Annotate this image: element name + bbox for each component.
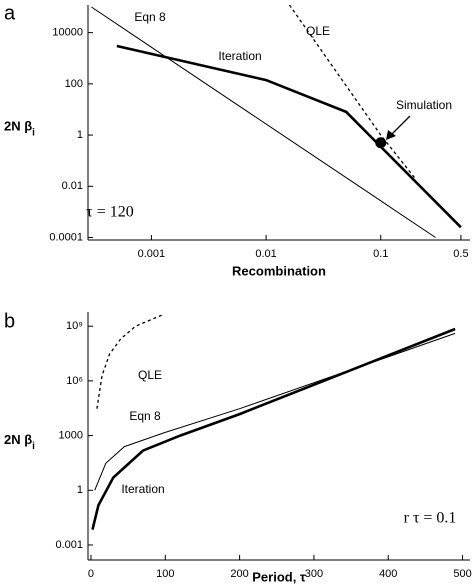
y-label-subscript: i xyxy=(32,127,35,138)
y-label-subscript: i xyxy=(32,441,35,452)
y-tick-label: 1 xyxy=(77,484,83,496)
x-tick-label: 500 xyxy=(453,568,471,580)
line xyxy=(94,332,456,491)
y-tick-label: 1000 xyxy=(59,429,83,441)
y-label-text: 2N β xyxy=(4,432,32,447)
series-label: Iteration xyxy=(121,482,164,496)
annotation: r τ = 0.1 xyxy=(404,510,457,527)
x-tick-label: 400 xyxy=(379,568,397,580)
x-tick-label: 0 xyxy=(88,568,94,580)
x-tick-label: 300 xyxy=(305,568,323,580)
x-axis-label: Recombination xyxy=(232,263,326,278)
y-tick-label: 0.01 xyxy=(62,180,83,192)
y-tick-label: 10⁶ xyxy=(66,375,83,387)
x-tick-label: 200 xyxy=(230,568,248,580)
series-label: Eqn 8 xyxy=(129,409,161,423)
y-axis-label: 2N βi xyxy=(4,119,35,138)
arrow-head xyxy=(386,130,396,140)
series-label: Simulation xyxy=(396,98,452,112)
x-tick-label: 0.001 xyxy=(138,248,166,260)
point xyxy=(375,137,387,149)
line xyxy=(116,44,462,229)
y-tick-label: 10⁹ xyxy=(66,320,83,332)
panel-letter: b xyxy=(4,310,15,332)
arrow xyxy=(389,115,411,137)
line xyxy=(91,6,436,238)
y-tick-label: 1 xyxy=(77,129,83,141)
annotation: τ = 120 xyxy=(86,204,133,221)
line xyxy=(288,5,416,180)
x-tick-label: 0.01 xyxy=(255,248,276,260)
y-tick-label: 0.0001 xyxy=(49,231,83,243)
y-tick-label: 10000 xyxy=(52,27,83,39)
x-tick-label: 0.1 xyxy=(373,248,388,260)
y-tick-label: 0.001 xyxy=(55,539,83,551)
line xyxy=(96,314,162,409)
x-tick-label: 100 xyxy=(156,568,174,580)
series-label: Iteration xyxy=(218,49,261,63)
x-tick-label: 0.5 xyxy=(453,248,468,260)
line xyxy=(91,327,456,530)
series-label: Eqn 8 xyxy=(134,10,166,24)
series-label: QLE xyxy=(306,24,330,38)
series-label: QLE xyxy=(138,368,162,382)
y-tick-label: 100 xyxy=(65,78,83,90)
y-label-text: 2N β xyxy=(4,119,32,134)
y-axis-label: 2N βi xyxy=(4,432,35,451)
panel-letter: a xyxy=(4,2,16,24)
x-axis-label: Period, τ xyxy=(252,569,306,584)
